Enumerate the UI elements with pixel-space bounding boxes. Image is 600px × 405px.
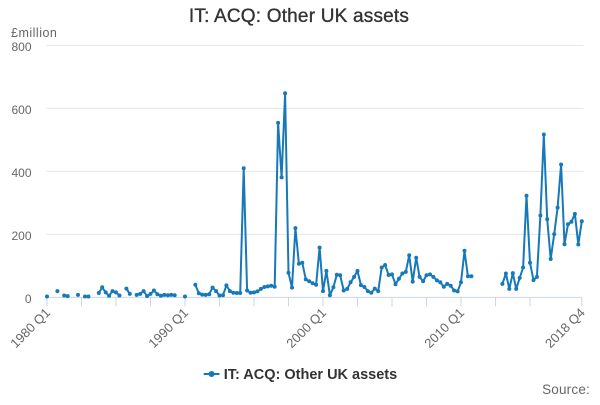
- svg-text:IT: ACQ: Other UK assets: IT: ACQ: Other UK assets: [189, 6, 409, 27]
- svg-text:Source:: Source:: [542, 382, 590, 397]
- svg-text:400: 400: [11, 166, 31, 180]
- svg-text:600: 600: [11, 103, 31, 117]
- svg-text:800: 800: [11, 40, 31, 54]
- svg-text:£million: £million: [11, 26, 57, 40]
- svg-text:200: 200: [11, 229, 31, 243]
- svg-text:IT: ACQ: Other UK assets: IT: ACQ: Other UK assets: [224, 367, 398, 383]
- svg-text:0: 0: [25, 292, 32, 306]
